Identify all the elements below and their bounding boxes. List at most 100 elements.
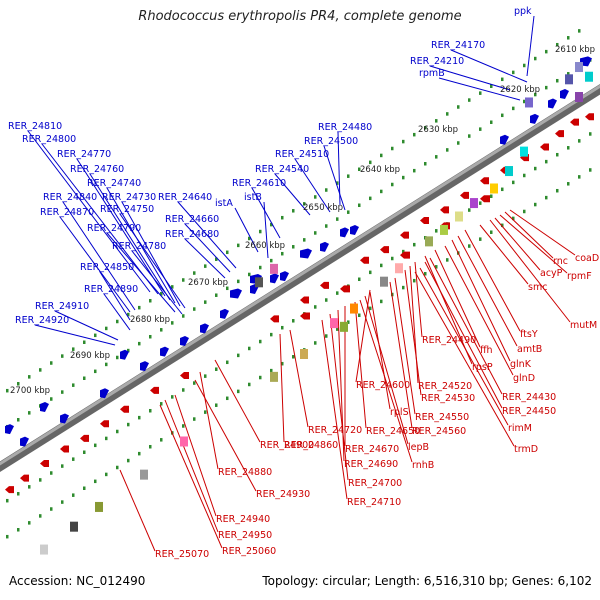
tick-mark (567, 36, 570, 40)
tick-mark (534, 202, 537, 207)
gene-label: RER_24850 (80, 262, 134, 273)
tick-mark (237, 243, 240, 248)
forward-gene (200, 323, 209, 334)
tick-mark (556, 42, 559, 47)
gene-label: amtB (517, 344, 542, 355)
tick-mark (193, 271, 196, 275)
tick-mark (523, 173, 526, 178)
tick-mark (149, 444, 152, 449)
tick-mark (259, 339, 262, 344)
leader-line (450, 49, 528, 83)
tick-mark (281, 361, 284, 366)
gene-label: RER_24480 (318, 122, 372, 133)
feature-block (270, 263, 278, 274)
tick-mark (325, 224, 328, 228)
tick-mark (490, 230, 493, 234)
tick-mark (479, 237, 482, 241)
forward-gene (20, 436, 29, 447)
leader-line (274, 173, 311, 216)
leader-line (199, 371, 219, 470)
tick-mark (358, 277, 361, 282)
reverse-gene (60, 445, 69, 453)
tick-mark (435, 119, 438, 123)
gene-label: RER_24870 (40, 207, 94, 218)
reverse-gene (5, 486, 14, 494)
gene-label: RER_24920 (15, 315, 69, 326)
tick-mark (226, 360, 229, 365)
tick-mark (314, 341, 317, 345)
gene-label: RER_24530 (421, 393, 475, 404)
tick-mark (369, 306, 372, 311)
leader-line (289, 329, 309, 428)
leader-line (106, 232, 176, 313)
leader-line (504, 211, 554, 259)
gene-label: ffh (480, 345, 493, 356)
leader-line (509, 209, 576, 256)
tick-mark (160, 438, 163, 442)
gene-label: RER_24740 (87, 178, 141, 189)
forward-gene (280, 271, 289, 282)
gene-label: RER_24890 (84, 284, 138, 295)
reverse-gene (340, 285, 350, 293)
forward-gene (548, 98, 557, 109)
tick-mark (501, 223, 504, 228)
tick-mark (17, 528, 20, 532)
tick-mark (567, 72, 570, 76)
gene-label: glnK (510, 359, 532, 370)
kbp-label: 2610 kbp (555, 45, 595, 55)
reverse-gene (555, 130, 564, 138)
leader-line (414, 271, 515, 447)
tick-mark (512, 106, 515, 111)
tick-mark (61, 354, 64, 358)
tick-mark (369, 196, 372, 201)
tick-mark (105, 436, 108, 441)
tick-mark (534, 92, 537, 97)
tick-mark (435, 265, 438, 269)
leader-line (121, 201, 181, 307)
kbp-label: 2700 kbp (10, 386, 50, 396)
tick-mark (281, 251, 284, 256)
reverse-gene (180, 371, 189, 379)
leader-line (54, 310, 119, 341)
reverse-gene (20, 474, 29, 482)
tick-mark (116, 355, 119, 360)
tick-mark (116, 465, 119, 470)
tick-mark (402, 139, 405, 144)
leader-line (329, 313, 349, 481)
leader-line (27, 130, 151, 293)
tick-mark (215, 403, 218, 407)
leader-line (526, 15, 535, 77)
feature-block (425, 236, 433, 247)
tick-mark (94, 369, 97, 374)
tick-mark (479, 91, 482, 95)
tick-mark (501, 187, 504, 192)
gene-label: mutM (570, 320, 597, 331)
leader-line (106, 187, 176, 304)
tick-mark (402, 175, 405, 180)
tick-mark (39, 478, 42, 482)
forward-gene (220, 308, 229, 319)
feature-block (95, 501, 103, 512)
forward-gene (270, 273, 279, 284)
gene-label: RER_24880 (218, 467, 272, 478)
feature-block (70, 521, 78, 532)
tick-mark (336, 291, 339, 295)
tick-mark (226, 286, 229, 291)
leader-line (451, 239, 511, 362)
tick-mark (523, 209, 526, 214)
forward-gene (40, 402, 49, 413)
leader-line (294, 158, 331, 213)
gene-label: RER_24910 (35, 301, 89, 312)
leader-line (119, 213, 186, 309)
tick-mark (336, 181, 339, 185)
tick-mark (457, 141, 460, 145)
leader-line (214, 359, 261, 443)
tick-mark (127, 458, 130, 463)
tick-mark (182, 314, 185, 318)
tick-mark (589, 168, 592, 172)
tick-mark (391, 256, 394, 261)
leader-line (499, 214, 568, 274)
kbp-label: 2680 kbp (130, 315, 170, 325)
tick-mark (6, 388, 9, 393)
tick-mark (490, 84, 493, 88)
